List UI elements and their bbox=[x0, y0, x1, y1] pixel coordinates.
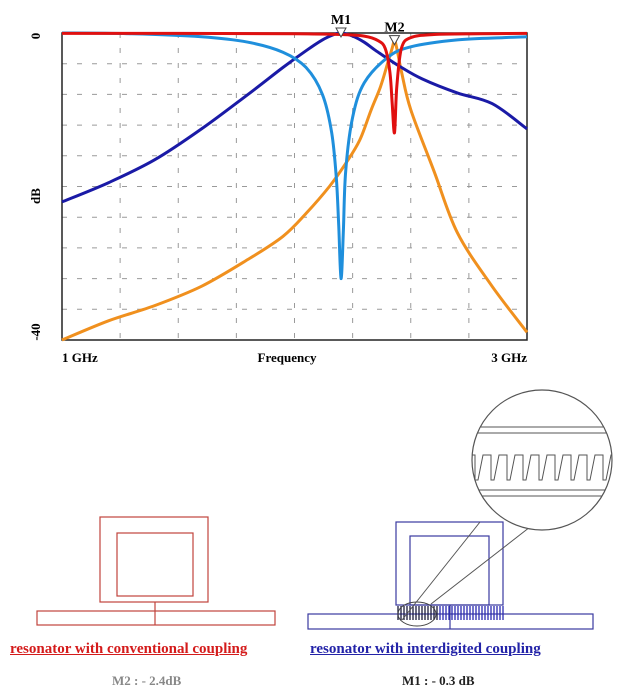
x-axis-label: Frequency bbox=[258, 350, 317, 365]
zoom-line-lower bbox=[401, 521, 481, 621]
frequency-response-chart: M1 M2 0 -40 dB 1 GHz Frequency 3 GHz bbox=[28, 13, 529, 365]
conventional-feedline bbox=[36, 610, 276, 626]
interdigited-resonator-drawing bbox=[307, 521, 594, 630]
meander-fingers bbox=[472, 454, 612, 481]
x-tick-end: 3 GHz bbox=[491, 350, 527, 365]
m2-value-label: M2 : - 2.4dB bbox=[112, 673, 182, 688]
conventional-inner-loop bbox=[116, 532, 194, 597]
marker-label-m1: M1 bbox=[331, 13, 351, 28]
conventional-outer-loop bbox=[99, 516, 209, 603]
m1-value-label: M1 : - 0.3 dB bbox=[402, 673, 475, 688]
magnified-interdigital-detail bbox=[471, 389, 613, 531]
series-line-1 bbox=[61, 31, 528, 281]
zoom-line-upper bbox=[430, 526, 531, 605]
conventional-caption: resonator with conventional coupling bbox=[10, 641, 248, 657]
resonator-layouts bbox=[36, 389, 613, 630]
y-axis-label: dB bbox=[28, 188, 43, 204]
chart-series bbox=[61, 31, 529, 342]
interdigited-outer-loop bbox=[395, 521, 504, 606]
marker-triangle-m2 bbox=[388, 35, 401, 46]
conventional-resonator-drawing bbox=[36, 516, 276, 626]
y-tick-bottom: -40 bbox=[28, 323, 43, 340]
chart-markers: M1 M2 bbox=[331, 13, 405, 46]
series-line-3 bbox=[61, 39, 529, 342]
marker-triangle-m1 bbox=[335, 27, 347, 39]
x-tick-start: 1 GHz bbox=[62, 350, 98, 365]
y-tick-top: 0 bbox=[28, 33, 43, 40]
zoom-origin-circle bbox=[397, 601, 437, 627]
chart-grid bbox=[62, 33, 527, 340]
interdigited-fingers bbox=[397, 606, 504, 620]
interdigited-caption: resonator with interdigited coupling bbox=[310, 641, 541, 657]
series-line-0 bbox=[61, 31, 528, 135]
marker-label-m2: M2 bbox=[384, 21, 404, 36]
